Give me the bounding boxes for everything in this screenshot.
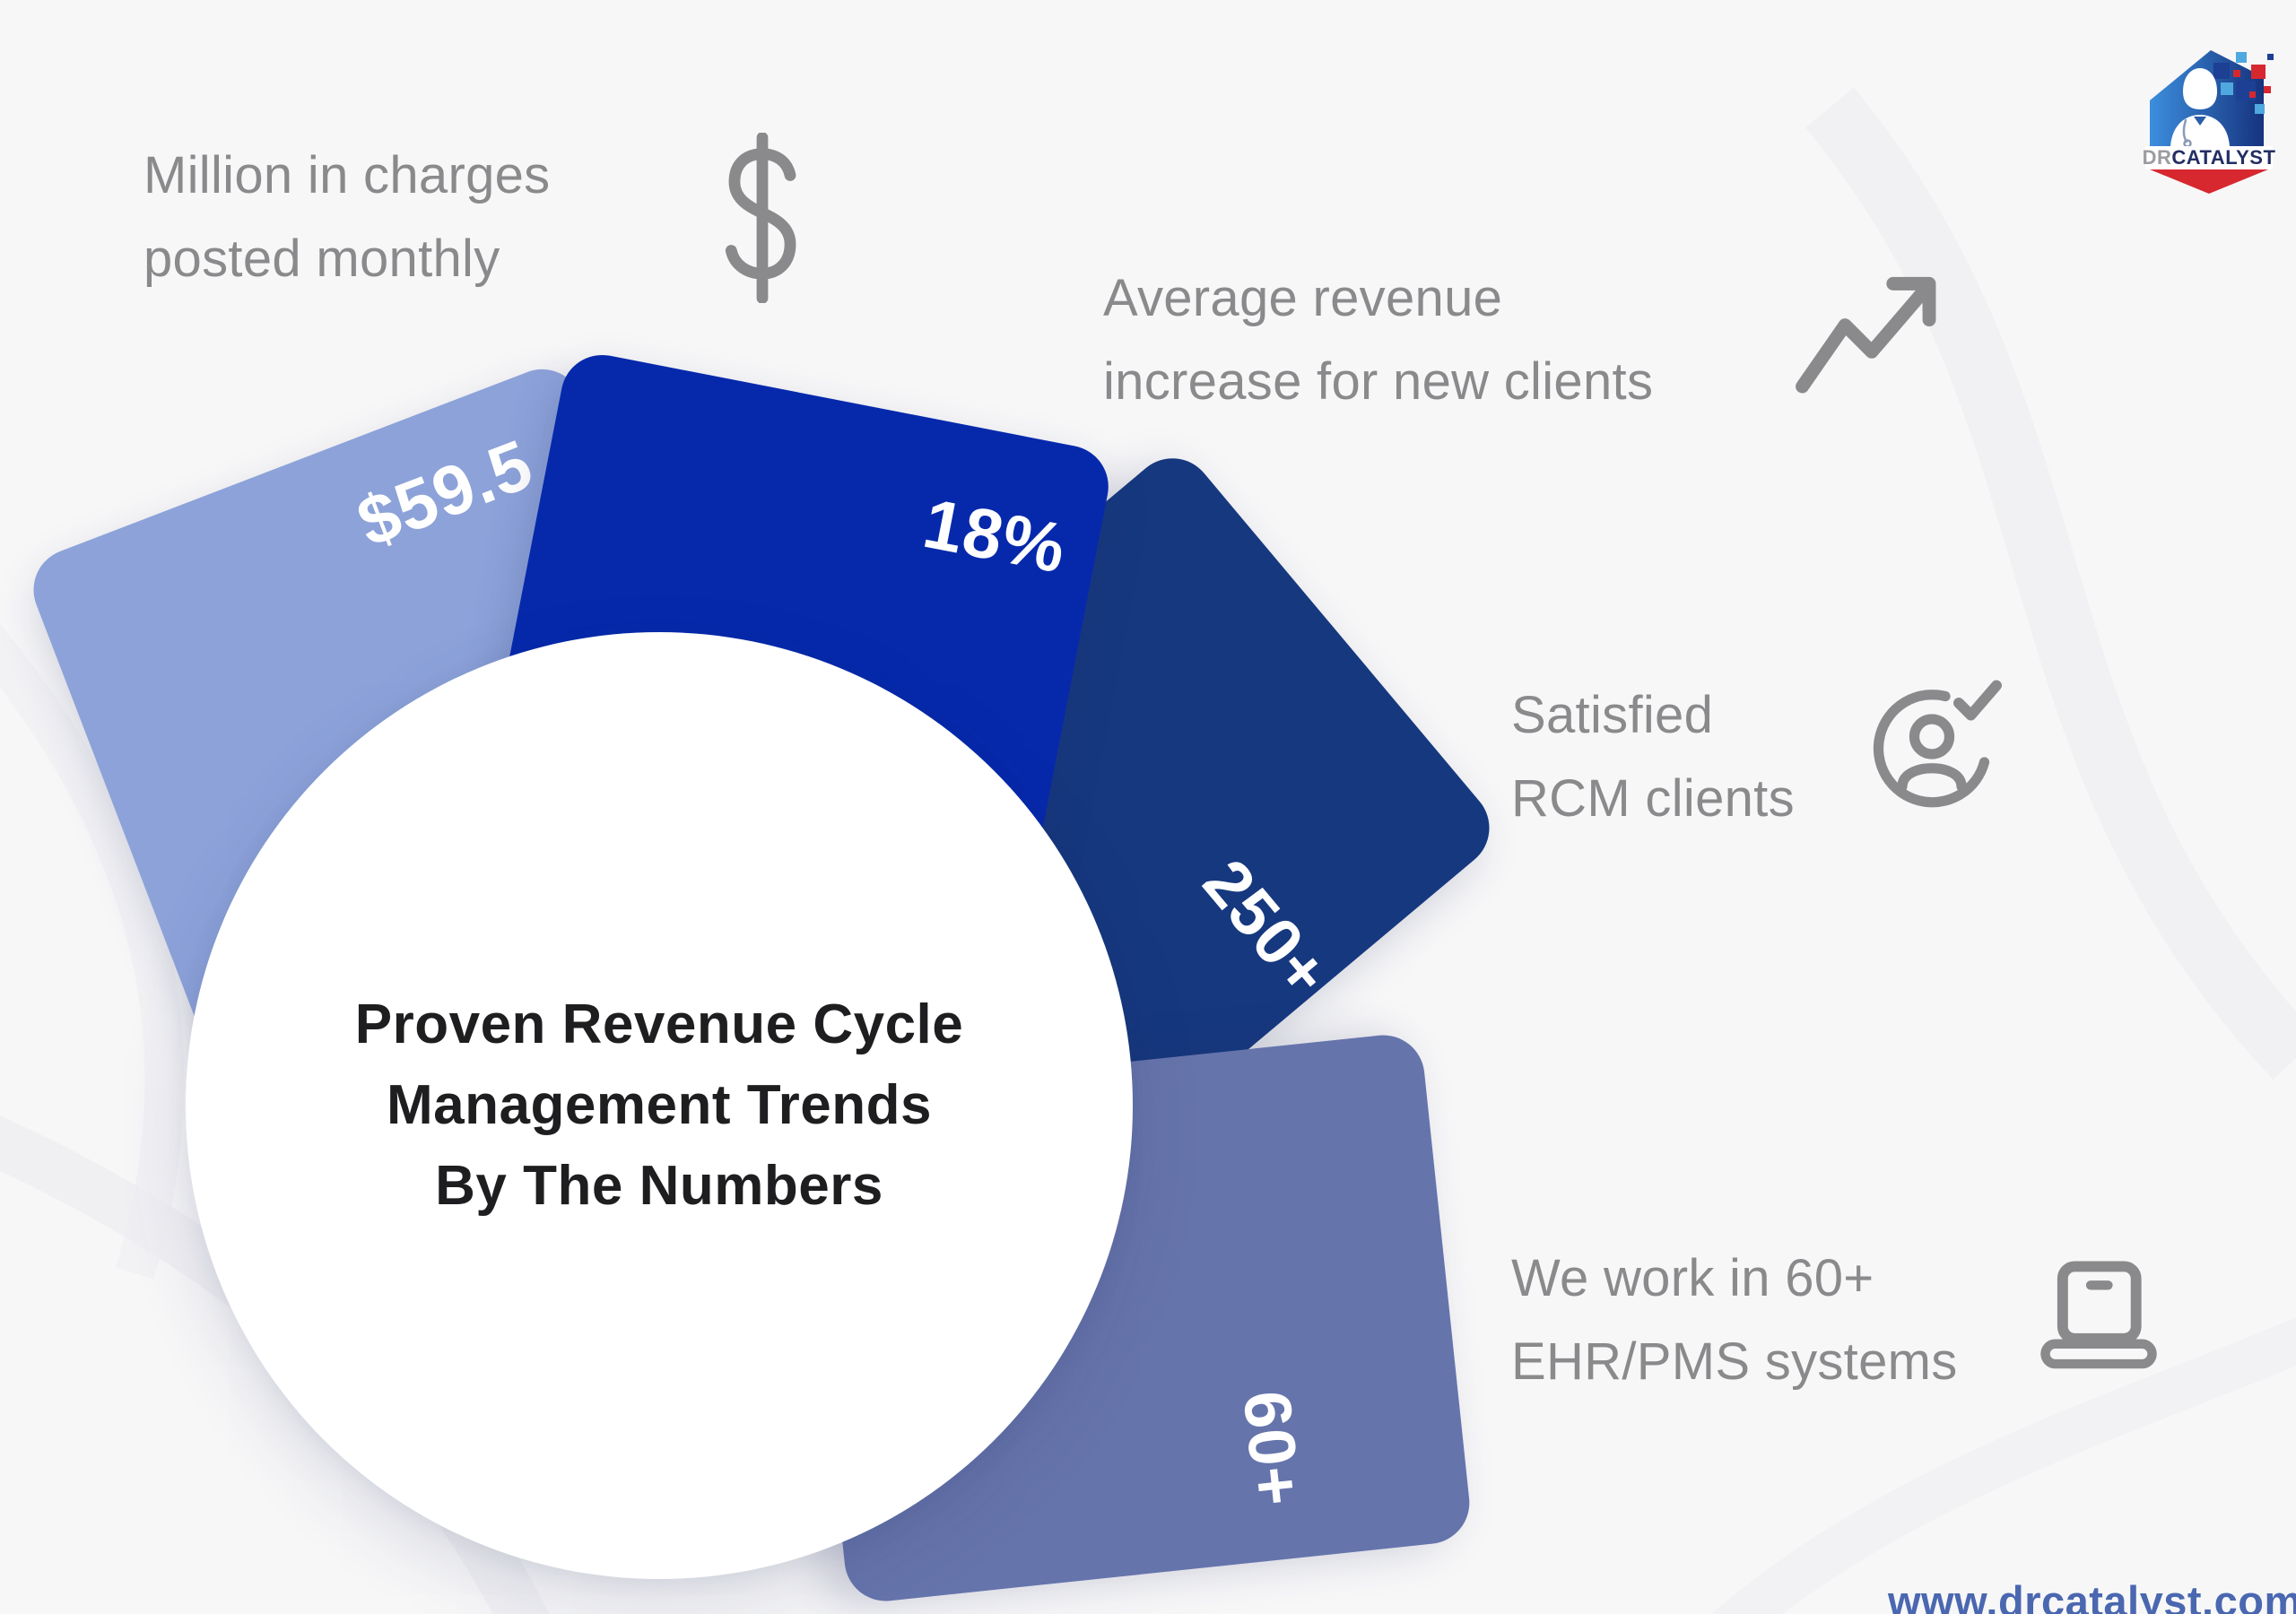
label-systems-line2: EHR/PMS systems [1511,1332,1958,1391]
laptop-icon [2031,1260,2166,1372]
title-line-3: By The Numbers [435,1154,883,1217]
label-revenue-line2: increase for new clients [1103,351,1654,411]
svg-text:DRCATALYST: DRCATALYST [2144,146,2275,169]
drcatalyst-logo: DRCATALYST [2143,45,2276,195]
label-clients: Satisfied RCM clients [1511,674,1795,841]
stat-value-systems: 60+ [1229,1387,1316,1510]
logo-brand-suffix: CATALYST [2171,146,2275,169]
label-charges-line2: posted monthly [144,229,500,288]
logo-brand-prefix: DR [2144,146,2171,169]
label-systems: We work in 60+ EHR/PMS systems [1511,1237,1958,1404]
label-clients-line2: RCM clients [1511,768,1795,828]
label-charges: Million in charges posted monthly [144,134,550,301]
center-circle: Proven Revenue Cycle Management Trends B… [186,632,1133,1579]
website-link[interactable]: www.drcatalyst.com [1888,1577,2296,1614]
dollar-icon [713,133,812,303]
user-check-icon [1870,672,2005,814]
logo-doctor [2170,68,2230,148]
logo-arrow [2150,169,2268,194]
label-clients-line1: Satisfied [1511,686,1714,744]
logo-pixels [2213,52,2274,114]
label-revenue: Average revenue increase for new clients [1103,257,1653,424]
stat-value-revenue: 18% [917,482,1073,588]
label-charges-line1: Million in charges [144,146,551,204]
title-line-1: Proven Revenue Cycle [354,994,964,1056]
label-systems-line1: We work in 60+ [1511,1249,1874,1307]
label-revenue-line1: Average revenue [1103,269,1503,327]
page-title: Proven Revenue Cycle Management Trends B… [355,985,964,1227]
trending-up-icon [1794,269,1942,395]
title-line-2: Management Trends [387,1074,932,1137]
stat-value-clients: 250+ [1188,845,1345,1011]
